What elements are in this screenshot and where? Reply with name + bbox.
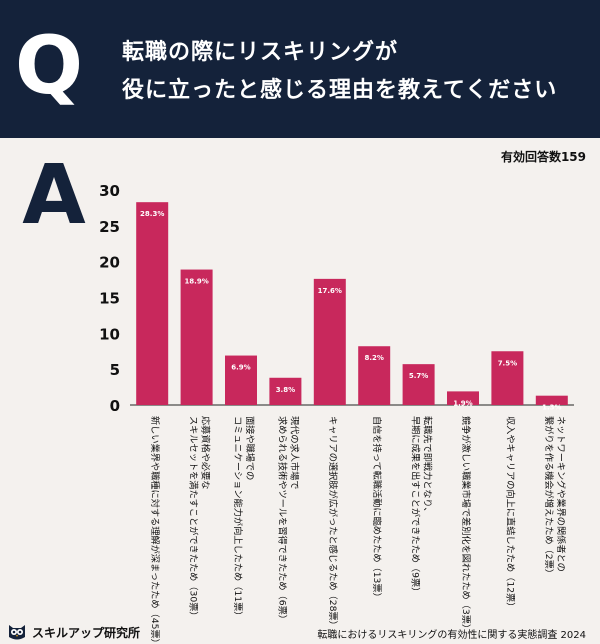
x-category-label: 早期に成果を出すことができたため（9票） bbox=[410, 416, 422, 596]
y-tick-label: 10 bbox=[99, 325, 120, 343]
y-tick-label: 25 bbox=[99, 218, 120, 236]
x-category-label: 新しい業界や職種に対する理解が深まったため（45票） bbox=[149, 416, 161, 644]
x-category-label: 競争が激しい職業市場で差別化を図れたため（3票） bbox=[460, 416, 472, 633]
x-category-label: 繋がりを作る機会が増えたため（2票） bbox=[543, 416, 555, 578]
x-category-label: 転職先で即戦力となり、 bbox=[422, 416, 434, 516]
x-category-label: 現代の求人市場で bbox=[288, 416, 300, 490]
bar bbox=[136, 202, 169, 405]
bar bbox=[491, 351, 524, 405]
survey-source: 転職におけるリスキリングの有効性に関する実態調査 2024 bbox=[317, 630, 586, 641]
a-letter: A bbox=[22, 148, 86, 243]
y-tick-label: 15 bbox=[99, 290, 120, 308]
x-category-label: コミュニケーション能力が向上したため（11票） bbox=[232, 416, 244, 620]
bar-data-label: 18.9% bbox=[184, 278, 208, 286]
bar-data-label: 28.3% bbox=[140, 210, 164, 218]
x-category-label: 応募資格や必要な bbox=[200, 416, 212, 490]
bar-data-label: 8.2% bbox=[364, 354, 383, 362]
y-tick-label: 30 bbox=[99, 182, 120, 200]
x-category-label: ネットワーキングや業界の関係者との bbox=[555, 416, 567, 572]
question-line-2: 役に立ったと感じる理由を教えてください bbox=[122, 78, 558, 103]
bar bbox=[225, 355, 257, 405]
y-tick-label: 5 bbox=[110, 361, 120, 379]
bar-data-label: 5.7% bbox=[409, 372, 428, 380]
bar bbox=[269, 377, 302, 405]
x-category-label: キャリアの選択肢が広がったと感じるため（28票） bbox=[327, 416, 339, 630]
bar-data-label: 1.9% bbox=[453, 399, 472, 407]
y-tick-label: 20 bbox=[99, 254, 120, 272]
logo-text: スキルアップ研究所 bbox=[32, 625, 141, 640]
q-letter: Q bbox=[14, 19, 83, 112]
bar-data-label: 1.3% bbox=[542, 404, 561, 412]
owl-icon bbox=[9, 625, 25, 640]
bar-data-label: 7.5% bbox=[498, 359, 517, 367]
question-header: Q 転職の際にリスキリングが 役に立ったと感じる理由を教えてください bbox=[0, 0, 600, 138]
bar bbox=[535, 395, 568, 405]
bar-data-label: 3.8% bbox=[276, 386, 295, 394]
x-category-label: 求められる技術やツールを習得できたため（6票） bbox=[276, 416, 288, 624]
x-category-label: 面接や職場での bbox=[244, 416, 256, 480]
question-line-1: 転職の際にリスキリングが bbox=[122, 40, 399, 65]
y-tick-label: 0 bbox=[110, 397, 120, 415]
footer-logo: スキルアップ研究所 bbox=[6, 622, 140, 642]
valid-count-label: 有効回答数159 bbox=[500, 150, 586, 164]
x-category-label: 収入やキャリアの向上に直結したため（12票） bbox=[504, 416, 516, 611]
bar bbox=[313, 278, 346, 405]
x-category-label: スキルセットを満たすことができたため（30票） bbox=[188, 416, 200, 621]
x-category-label: 自信を持って転職活動に臨めたため（13票） bbox=[371, 416, 383, 602]
bar bbox=[358, 346, 391, 405]
bar bbox=[402, 364, 435, 405]
bar bbox=[447, 391, 479, 405]
bar bbox=[180, 269, 213, 405]
bar-data-label: 17.6% bbox=[318, 287, 342, 295]
bar-data-label: 6.9% bbox=[231, 364, 250, 372]
